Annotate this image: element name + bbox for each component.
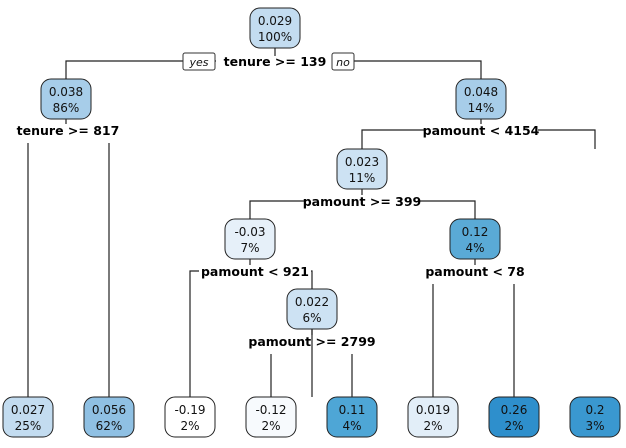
- node-percent: 4%: [342, 419, 361, 433]
- tree-node: 0.022 6%: [286, 288, 338, 330]
- node-percent: 2%: [423, 419, 442, 433]
- node-value: -0.03: [234, 225, 265, 239]
- node-value: -0.12: [255, 403, 286, 417]
- tree-node: -0.03 7%: [224, 218, 276, 260]
- leaf-node: -0.12 2%: [245, 396, 297, 438]
- node-percent: 14%: [468, 101, 495, 115]
- node-box: [286, 288, 338, 330]
- node-box: [224, 218, 276, 260]
- node-value: 0.023: [345, 155, 379, 169]
- leaf-node: 0.019 2%: [407, 396, 459, 438]
- node-box: [245, 396, 297, 438]
- node-percent: 4%: [465, 241, 484, 255]
- node-box: [449, 218, 501, 260]
- node-percent: 6%: [302, 311, 321, 325]
- node-box: [488, 396, 540, 438]
- leaf-node: -0.19 2%: [164, 396, 216, 438]
- node-percent: 11%: [349, 171, 376, 185]
- tree-node: 0.12 4%: [449, 218, 501, 260]
- branch-label-box: [331, 52, 355, 71]
- yes-label: yes: [182, 52, 216, 71]
- node-value: 0.029: [258, 14, 292, 28]
- node-value: -0.19: [174, 403, 205, 417]
- split-label: pamount < 78: [425, 264, 524, 279]
- node-box: [40, 78, 92, 120]
- node-value: 0.048: [464, 85, 498, 99]
- leaf-node: 0.23%: [569, 396, 621, 438]
- node-box: [2, 396, 54, 438]
- node-percent: 7%: [240, 241, 259, 255]
- node-value: 0.12: [462, 225, 489, 239]
- leaf-node: 0.056 62%: [83, 396, 135, 438]
- node-percent: 25%: [15, 419, 42, 433]
- tree-edge: [418, 200, 476, 219]
- node-value: 0.038: [49, 85, 83, 99]
- tree-edge: [65, 60, 216, 79]
- branch-label-text: no: [336, 56, 350, 69]
- node-value: 0.2: [585, 403, 604, 417]
- branch-label-box: [182, 52, 216, 71]
- node-value: 0.027: [11, 403, 45, 417]
- leaf-node: 0.027 25%: [2, 396, 54, 438]
- split-label: pamount >= 2799: [248, 334, 375, 349]
- branch-label-text: yes: [188, 56, 208, 69]
- node-percent: 62%: [96, 419, 123, 433]
- leaf-node: 0.26 2%: [488, 396, 540, 438]
- split-label: tenure >= 817: [17, 123, 120, 138]
- node-box: [455, 78, 507, 120]
- node-box: [326, 396, 378, 438]
- tree-node: 0.038 86%: [40, 78, 92, 120]
- tree-edge: [249, 200, 306, 219]
- tree-node: 0.023 11%: [336, 148, 388, 190]
- node-box: [569, 396, 621, 438]
- tree-edge: [189, 270, 199, 397]
- split-label: tenure >= 139: [224, 54, 327, 69]
- node-value: 0.056: [92, 403, 126, 417]
- node-percent: 2%: [261, 419, 280, 433]
- node-box: [407, 396, 459, 438]
- split-label: pamount >= 399: [303, 194, 422, 209]
- node-percent: 100%: [258, 30, 292, 44]
- tree-edge: [361, 129, 425, 149]
- node-percent: 2%: [504, 419, 523, 433]
- node-value: 0.019: [416, 403, 450, 417]
- split-label: pamount < 921: [201, 264, 309, 279]
- node-value: 0.022: [295, 295, 329, 309]
- tree-edge: [538, 129, 596, 149]
- node-box: [249, 7, 301, 49]
- node-value: 0.26: [501, 403, 528, 417]
- split-label: pamount < 4154: [423, 123, 540, 138]
- node-box: [83, 396, 135, 438]
- node-value: 0.11: [339, 403, 366, 417]
- leaf-node: 0.11 4%: [326, 396, 378, 438]
- no-label: no: [331, 52, 355, 71]
- tree-node: 0.029 100%: [249, 7, 301, 49]
- node-percent: 86%: [53, 101, 80, 115]
- node-percent: 3%: [585, 419, 604, 433]
- node-percent: 2%: [180, 419, 199, 433]
- tree-edge: [311, 270, 313, 397]
- node-box: [164, 396, 216, 438]
- tree-edge: [334, 60, 482, 79]
- node-box: [336, 148, 388, 190]
- tree-node: 0.048 14%: [455, 78, 507, 120]
